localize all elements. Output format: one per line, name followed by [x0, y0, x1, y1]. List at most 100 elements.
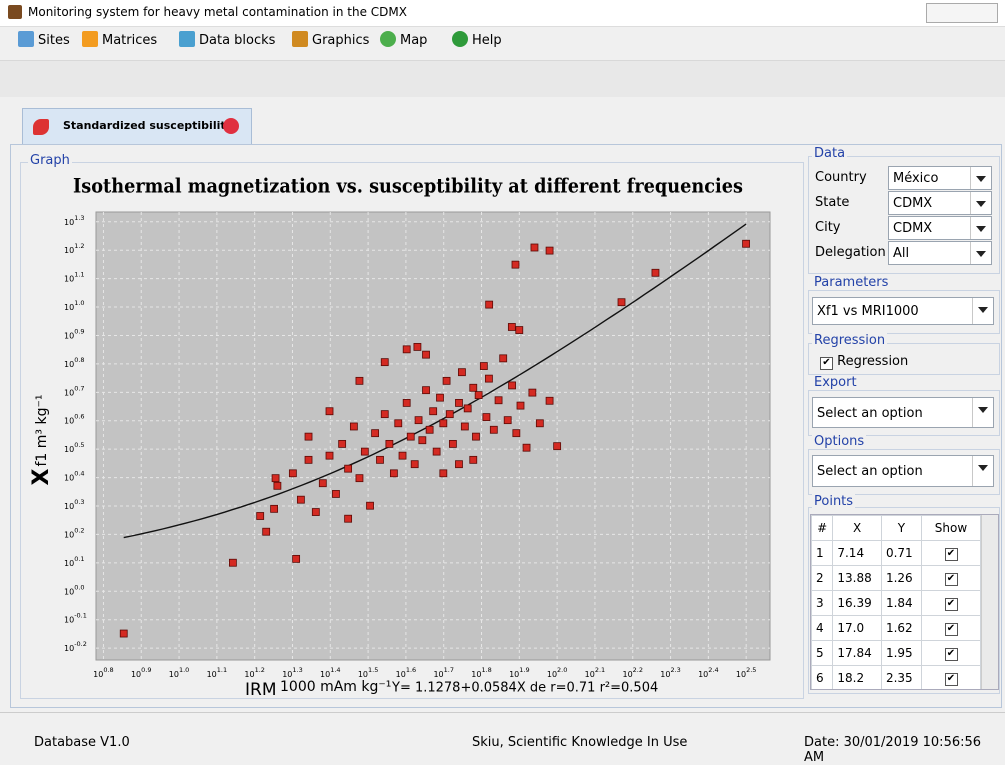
point — [458, 368, 466, 377]
point — [338, 439, 347, 448]
table-cell: 3 — [811, 590, 834, 616]
chart-title: Isothermal magnetization vs. susceptibil… — [73, 174, 743, 198]
y-label-unit: f1 m³ kg⁻¹ — [34, 395, 50, 467]
scrollbar[interactable] — [981, 515, 998, 689]
combo-arrow — [970, 167, 991, 189]
options-combo[interactable]: Select an option — [812, 455, 994, 487]
regression-label: Y= 1.1278+0.0584X de r=0.71 r²=0.504 — [391, 681, 658, 696]
point — [474, 391, 483, 400]
show-cell: ✔ — [921, 540, 981, 566]
options-label: Options — [812, 434, 867, 449]
x-tick-label: 101.9 — [509, 666, 530, 679]
parameters-label: Parameters — [812, 275, 891, 290]
menu-sites[interactable]: Sites — [18, 31, 70, 48]
x-tick-label: 102.3 — [660, 666, 681, 679]
table-cell: 5 — [811, 640, 834, 666]
table-cell: 17.0 — [832, 615, 882, 641]
y-tick-label: 100.7 — [64, 384, 85, 397]
combo-text: México — [893, 171, 939, 186]
show-checkbox[interactable]: ✔ — [944, 573, 958, 586]
table-row: 6 18.2 2.35 ✔ — [811, 665, 981, 689]
menu-matrices[interactable]: Matrices — [82, 31, 157, 48]
field-combo[interactable]: CDMX — [888, 216, 992, 240]
show-checkbox[interactable]: ✔ — [944, 548, 958, 561]
plot-background — [95, 211, 771, 661]
show-checkbox[interactable]: ✔ — [944, 648, 958, 661]
point — [318, 479, 327, 488]
x-tick-label: 101.4 — [320, 666, 341, 679]
chart: Isothermal magnetization vs. susceptibil… — [29, 174, 771, 696]
point — [469, 455, 478, 464]
parameters-combo[interactable]: Xf1 vs MRI1000 — [812, 297, 994, 325]
table-row: 3 16.39 1.84 ✔ — [811, 590, 981, 616]
menu-text: Data blocks — [199, 33, 276, 48]
table-cell: 1.84 — [880, 590, 923, 616]
x-tick-label: 101.5 — [358, 666, 379, 679]
point — [270, 504, 279, 513]
y-label-symbol: X — [29, 468, 54, 485]
table-cell: 1.95 — [880, 640, 923, 666]
menu-map[interactable]: Map — [380, 31, 427, 48]
point — [414, 416, 423, 425]
points-label: Points — [812, 494, 856, 509]
table-cell: 16.39 — [832, 590, 882, 616]
point — [325, 407, 334, 416]
menu-text: Help — [472, 33, 502, 48]
point — [535, 419, 544, 428]
show-checkbox[interactable]: ✔ — [944, 598, 958, 611]
tab[interactable]: Standardized susceptibility — [22, 108, 252, 145]
point — [439, 469, 448, 478]
tab-label: Standardized susceptibility — [63, 119, 233, 132]
regression-checkbox[interactable]: ✔ Regression — [820, 354, 908, 370]
table-row: 5 17.84 1.95 ✔ — [811, 640, 981, 666]
field-label: Delegation — [815, 245, 886, 260]
y-tick-label: 100.5 — [64, 441, 85, 454]
regression-group-label: Regression — [812, 333, 888, 348]
point — [380, 358, 389, 367]
table-cell: 13.88 — [832, 565, 882, 591]
point — [455, 460, 463, 469]
combo-text: Select an option — [817, 464, 923, 479]
table-cell: 7.14 — [832, 540, 882, 566]
checkbox-label: Regression — [837, 354, 909, 369]
table-cell: 1 — [811, 540, 834, 566]
point — [442, 376, 451, 385]
window-controls[interactable] — [926, 3, 998, 23]
graph-group-label: Graph — [28, 153, 72, 168]
y-tick-label: 100.2 — [64, 526, 85, 539]
table-header: # X Y Show — [811, 515, 981, 541]
y-tick-label: 100.1 — [64, 555, 85, 568]
point — [507, 323, 516, 331]
data-group-label: Data — [812, 146, 848, 161]
tab-close[interactable] — [223, 118, 239, 134]
point — [344, 514, 353, 523]
point — [385, 439, 394, 448]
points-table: # X Y Show 1 7.14 0.71 ✔ 2 13.88 1.26 ✔ 3 16.39 1.84 ✔ 4… — [811, 515, 981, 689]
app-icon — [8, 5, 22, 19]
point — [651, 268, 660, 277]
point — [472, 432, 480, 441]
point — [528, 388, 537, 397]
show-checkbox[interactable]: ✔ — [944, 623, 958, 636]
show-checkbox[interactable]: ✔ — [944, 673, 958, 686]
field-combo[interactable]: México — [888, 166, 992, 190]
y-tick-label: 10-0.1 — [64, 612, 87, 625]
field-combo[interactable]: All — [888, 241, 992, 265]
field-label: Country — [815, 170, 867, 185]
menu-help[interactable]: Help — [452, 31, 502, 48]
point — [494, 396, 503, 405]
menu-data-blocks[interactable]: Data blocks — [179, 31, 275, 48]
field-combo[interactable]: CDMX — [888, 191, 992, 215]
points-table-wrap: # X Y Show 1 7.14 0.71 ✔ 2 13.88 1.26 ✔ 3 16.39 1.84 ✔ 4… — [810, 514, 999, 690]
table-cell: 0.71 — [880, 540, 923, 566]
point — [228, 558, 237, 567]
combo-arrow — [970, 217, 991, 239]
header-cell: Y — [880, 515, 923, 541]
point — [522, 443, 531, 452]
point — [511, 260, 520, 269]
export-combo[interactable]: Select an option — [812, 397, 994, 428]
menu-graphics[interactable]: Graphics — [292, 31, 369, 48]
point — [273, 481, 282, 490]
table-cell: 2 — [811, 565, 834, 591]
point — [429, 407, 438, 416]
